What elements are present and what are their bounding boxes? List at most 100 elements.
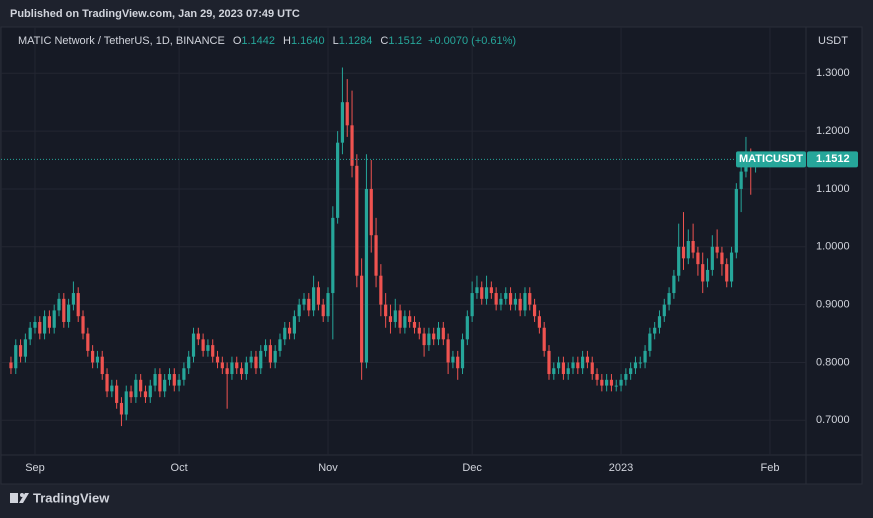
- x-tick-label: Feb: [760, 462, 779, 474]
- logo: [19, 493, 29, 503]
- candle-body: [648, 333, 652, 351]
- published-line: Published on TradingView.com, Jan 29, 20…: [10, 8, 300, 20]
- candle-body: [638, 362, 642, 364]
- candle-body: [312, 287, 316, 311]
- candle-body: [470, 293, 474, 317]
- candle-body: [499, 298, 503, 305]
- legend-item: +0.0070 (+0.61%): [428, 35, 516, 47]
- candle-body: [172, 374, 176, 386]
- candle-body: [537, 316, 541, 328]
- candle-body: [67, 304, 71, 322]
- candle-body: [292, 316, 296, 334]
- legend-item: C: [380, 35, 388, 47]
- candle-body: [254, 356, 258, 369]
- candle-body: [513, 298, 517, 305]
- candle-body: [379, 275, 383, 305]
- chart-legend: MATIC Network / TetherUS, 1D, BINANCE O1.…: [18, 35, 516, 47]
- candle-body: [148, 385, 152, 398]
- candle-body: [249, 356, 253, 363]
- candle-body: [321, 304, 325, 317]
- candle-body: [677, 246, 681, 276]
- x-tick-label: Dec: [462, 462, 482, 474]
- candle-body: [451, 356, 455, 363]
- candle-body: [350, 125, 354, 166]
- candle-body: [239, 368, 244, 375]
- candle-body: [225, 368, 229, 375]
- y-tick-label: 0.8000: [816, 356, 850, 368]
- candle-body: [624, 374, 628, 380]
- symbol-tag: [736, 151, 806, 168]
- candle-body: [38, 321, 42, 334]
- candle-body: [278, 339, 282, 351]
- candle-body: [460, 339, 465, 369]
- candle-body: [427, 333, 431, 346]
- candle-body: [398, 310, 402, 328]
- candle-body: [62, 298, 66, 322]
- candle-body: [105, 374, 109, 392]
- candle-body: [139, 379, 143, 392]
- candle-body: [297, 304, 301, 317]
- candle-body: [465, 316, 469, 340]
- candle-body: [360, 275, 364, 363]
- candle-body: [571, 362, 575, 369]
- candle-body: [441, 327, 445, 340]
- legend-item: O: [233, 35, 242, 47]
- candle-body: [715, 246, 719, 253]
- y-tick-label: 1.0000: [816, 241, 850, 253]
- candle-body: [336, 142, 340, 218]
- candle-body: [590, 362, 594, 375]
- candle-body: [326, 293, 330, 317]
- candle-body: [273, 350, 277, 363]
- candle-body: [672, 275, 676, 294]
- candle-body: [81, 316, 85, 334]
- candle-body: [57, 298, 61, 311]
- candle-body: [119, 402, 124, 415]
- legend-item: H: [283, 35, 291, 47]
- candle-body: [14, 345, 18, 369]
- candle-body: [86, 333, 90, 351]
- candle-body: [667, 293, 671, 305]
- candle-body: [595, 374, 599, 380]
- x-tick-label: Nov: [318, 462, 338, 474]
- candle-body: [643, 350, 647, 363]
- logo: [20, 493, 24, 497]
- x-tick-label: 2023: [609, 462, 633, 474]
- candle-body: [283, 327, 287, 340]
- candle-body: [436, 327, 441, 340]
- candle-body: [331, 217, 335, 294]
- candle-body: [177, 379, 181, 386]
- candle-body: [211, 345, 215, 357]
- candle-body: [244, 362, 248, 375]
- brand: TradingView: [10, 490, 110, 505]
- candle-body: [220, 362, 224, 369]
- candle-body: [518, 298, 522, 311]
- candle-body: [230, 362, 234, 375]
- candle-body: [18, 345, 23, 357]
- candle-body: [480, 287, 484, 299]
- candle-body: [182, 368, 186, 380]
- candle-body: [153, 374, 157, 386]
- candle-body: [581, 356, 585, 369]
- candle-body: [201, 339, 205, 351]
- candle-body: [547, 350, 551, 375]
- candle-body: [653, 327, 657, 334]
- candle-body: [345, 102, 349, 126]
- candle-body: [100, 356, 104, 375]
- candle-body: [614, 385, 618, 387]
- candle-body: [47, 316, 51, 328]
- candle-body: [316, 287, 321, 305]
- candle-body: [609, 379, 614, 386]
- candle-body: [129, 391, 133, 398]
- candle-body: [191, 333, 196, 357]
- chart-pane: [0, 26, 863, 485]
- candle-body: [605, 379, 609, 386]
- candle-body: [374, 235, 378, 276]
- candle-body: [508, 293, 513, 305]
- x-tick-label: Sep: [25, 462, 45, 474]
- candle-body: [9, 362, 13, 369]
- candle-body: [340, 102, 345, 143]
- legend-item: 1.1284: [339, 35, 373, 47]
- candle-body: [504, 293, 508, 299]
- y-tick-label: 0.7000: [816, 414, 850, 426]
